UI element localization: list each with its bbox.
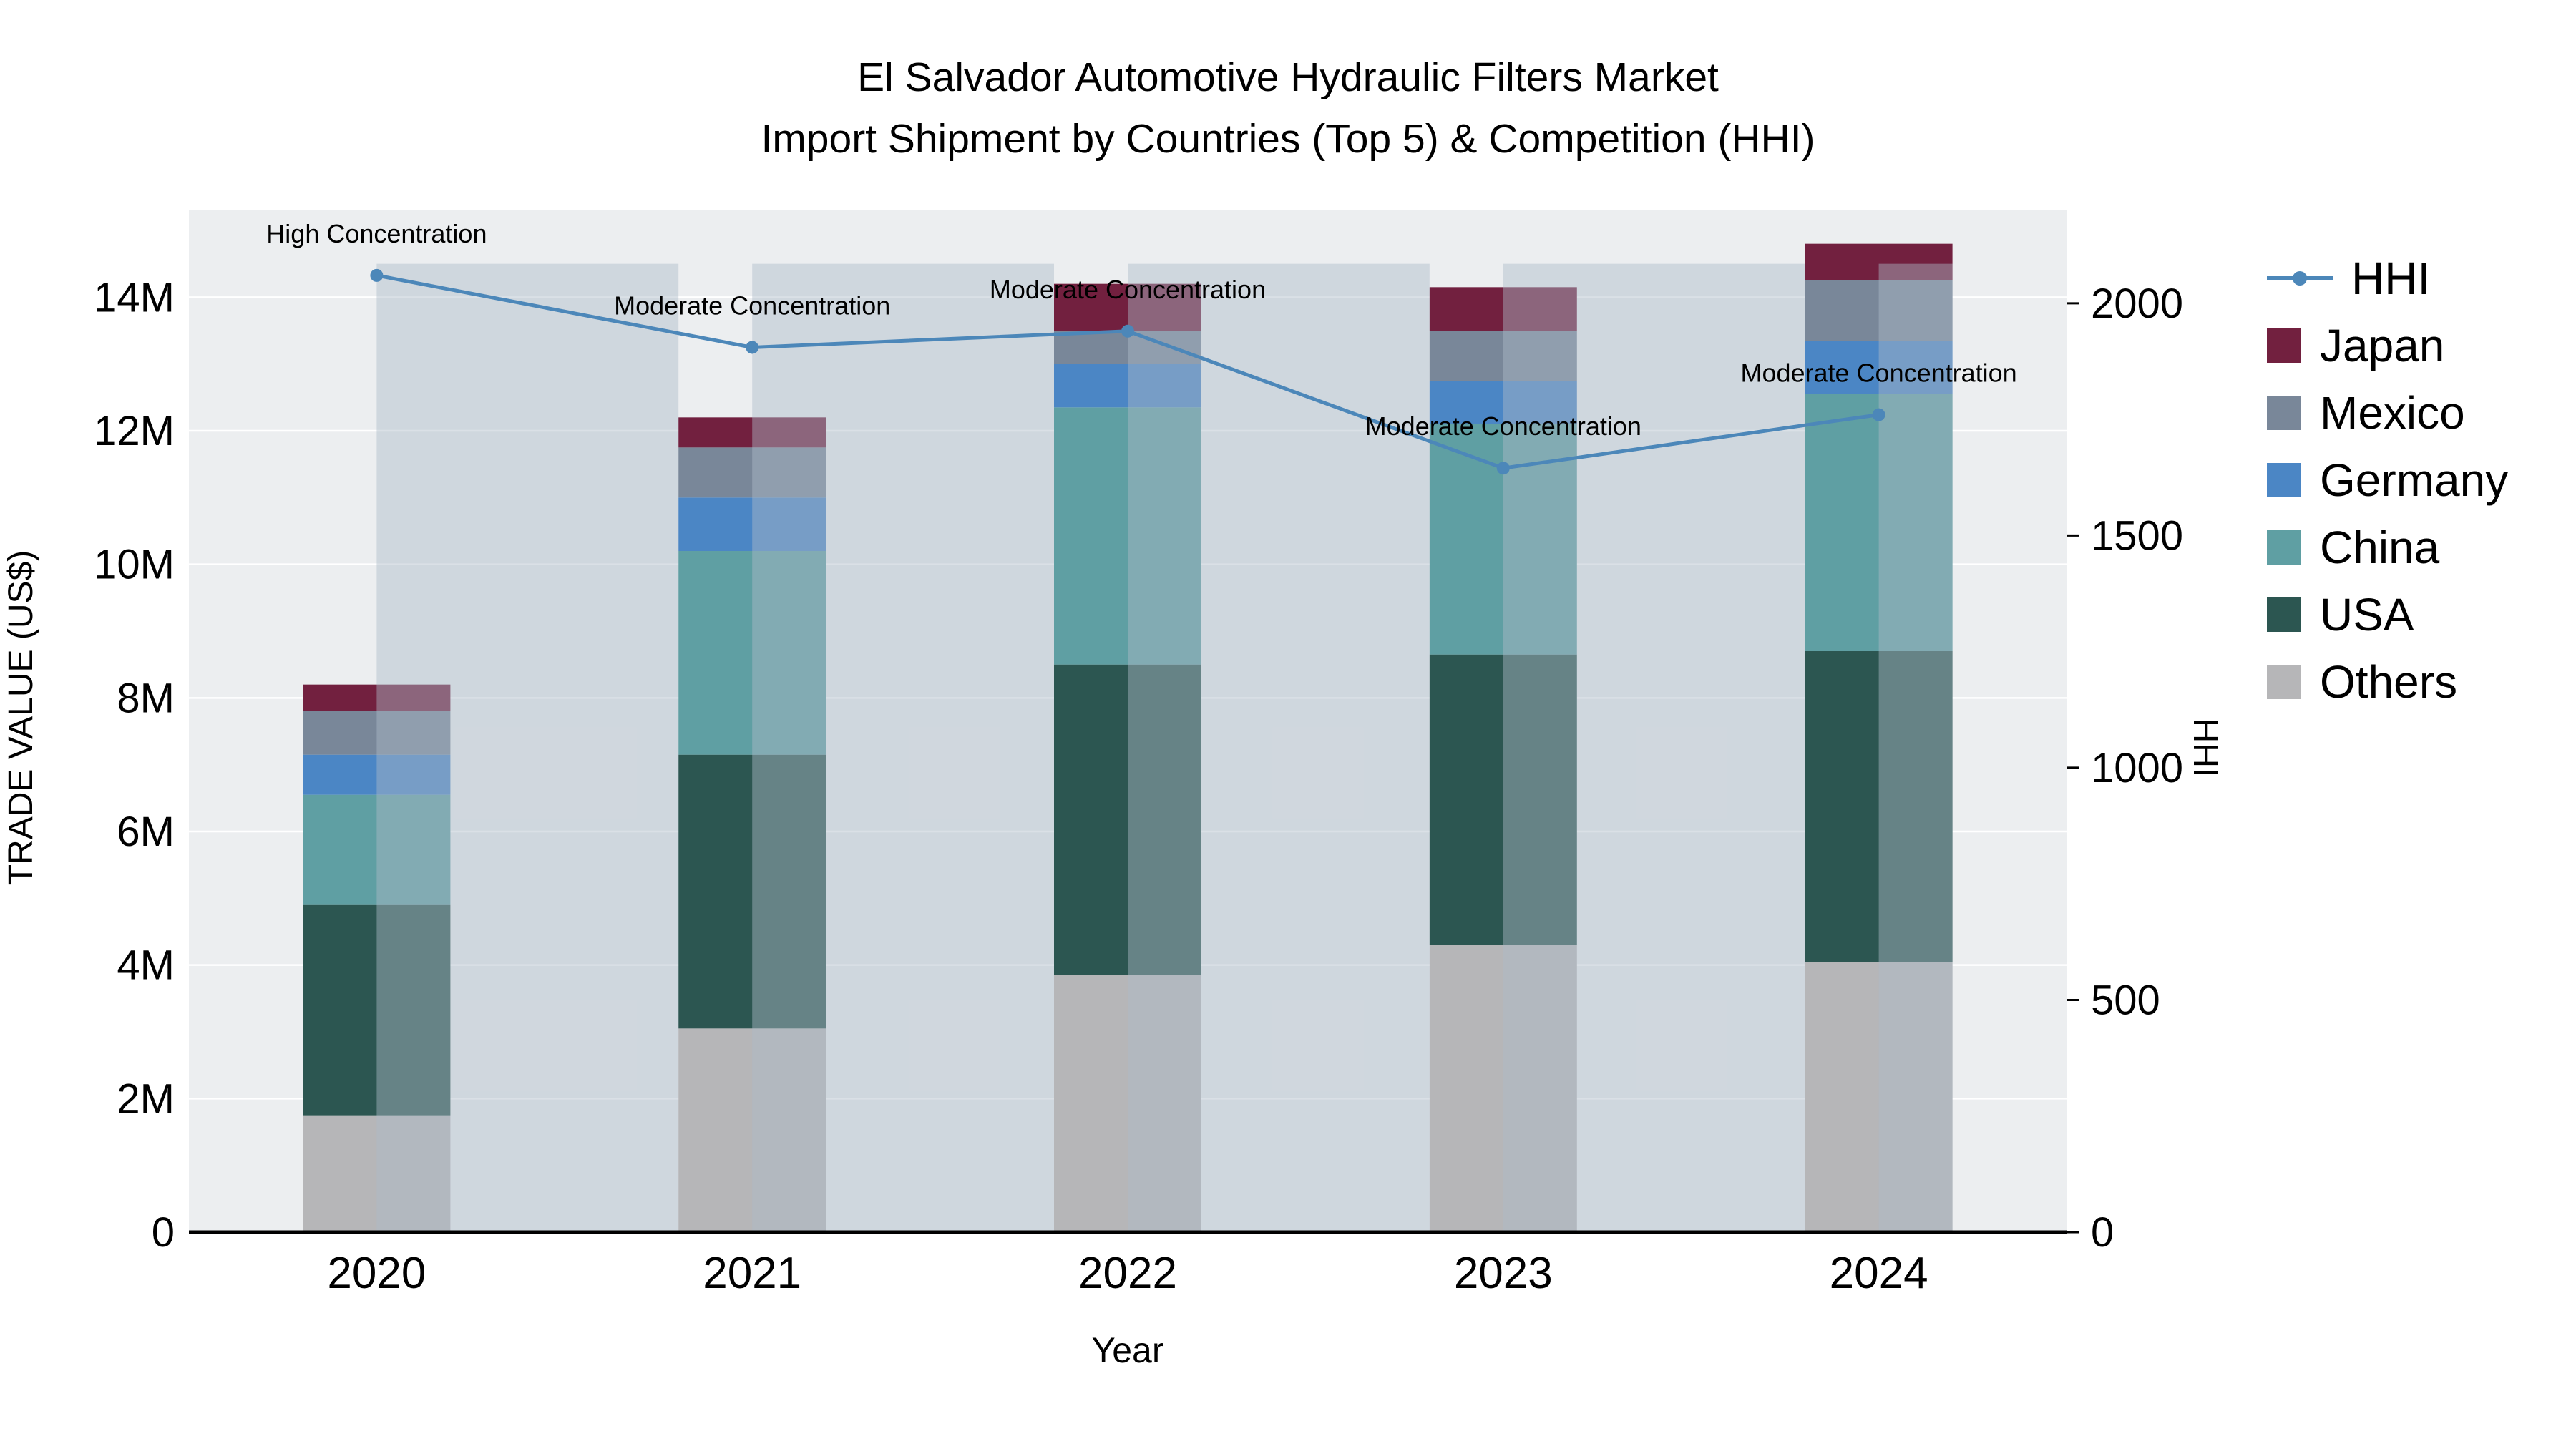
x-axis-tick-label: 2024 xyxy=(1830,1249,1928,1298)
y2-axis-tick-label: 0 xyxy=(2091,1209,2114,1256)
y2-axis-tick-label: 1500 xyxy=(2091,512,2183,559)
bar-segment-usa-2023 xyxy=(1429,654,1577,945)
y-axis-tick-label: 14M xyxy=(94,274,175,321)
bar-segment-mexico-2021 xyxy=(678,447,826,498)
background-band xyxy=(752,263,1054,1233)
legend-item-usa[interactable]: USA xyxy=(2267,588,2508,641)
y2-axis-tick-label: 500 xyxy=(2091,977,2160,1023)
bar-segment-germany-2023 xyxy=(1429,381,1577,424)
bar-segment-mexico-2023 xyxy=(1429,331,1577,381)
bar-segment-others-2024 xyxy=(1805,962,1953,1232)
legend-item-label: Japan xyxy=(2320,320,2445,371)
x-axis-title: Year xyxy=(1091,1330,1164,1370)
y-axis-tick-label: 2M xyxy=(117,1075,175,1122)
bar-segment-germany-2024 xyxy=(1805,341,1953,394)
bar-segment-mexico-2024 xyxy=(1805,280,1953,341)
background-band xyxy=(376,263,679,1233)
bar-segment-usa-2020 xyxy=(303,904,451,1116)
y-axis-tick-label: 4M xyxy=(117,942,175,989)
legend-item-others[interactable]: Others xyxy=(2267,655,2508,708)
y-axis-tick-label: 8M xyxy=(117,675,175,721)
bar-segment-usa-2024 xyxy=(1805,651,1953,962)
bar-segment-germany-2021 xyxy=(678,497,826,551)
usa-swatch-icon xyxy=(2267,597,2301,632)
legend-item-china[interactable]: China xyxy=(2267,521,2508,574)
bar-segment-others-2022 xyxy=(1054,975,1201,1232)
annotation: Moderate Concentration xyxy=(1740,358,2016,388)
bar-segment-mexico-2020 xyxy=(303,711,451,755)
legend-item-mexico[interactable]: Mexico xyxy=(2267,386,2508,439)
legend-item-japan[interactable]: Japan xyxy=(2267,319,2508,372)
bar-segment-japan-2024 xyxy=(1805,243,1953,280)
bar-segment-others-2021 xyxy=(678,1028,826,1232)
x-axis-tick-label: 2023 xyxy=(1454,1249,1553,1298)
germany-swatch-icon xyxy=(2267,463,2301,497)
hhi-marker-2021 xyxy=(746,341,759,354)
hhi-marker-2024 xyxy=(1872,408,1885,421)
bar-segment-japan-2022 xyxy=(1054,283,1201,331)
y-axis-tick-label: 10M xyxy=(94,542,175,588)
hhi-marker-2023 xyxy=(1496,462,1510,475)
background-band xyxy=(1503,263,1805,1233)
bar-segment-germany-2020 xyxy=(303,754,451,795)
bar-segment-usa-2021 xyxy=(678,754,826,1029)
chart-title-line2: Import Shipment by Countries (Top 5) & C… xyxy=(761,115,1815,162)
hhi-marker-2022 xyxy=(1121,324,1134,338)
background-band xyxy=(1878,263,1953,1233)
background-band xyxy=(1128,263,1430,1233)
mexico-swatch-icon xyxy=(2267,396,2301,430)
chart-title: El Salvador Automotive Hydraulic Filters… xyxy=(0,47,2576,170)
y-axis-tick-label: 6M xyxy=(117,809,175,855)
japan-swatch-icon xyxy=(2267,328,2301,363)
hhi-marker-2020 xyxy=(370,268,384,282)
y-axis-tick-label: 0 xyxy=(152,1209,175,1256)
bar-segment-others-2023 xyxy=(1429,945,1577,1232)
annotation: Moderate Concentration xyxy=(614,291,890,320)
y-axis-title: TRADE VALUE (US$) xyxy=(2,550,40,886)
bar-segment-japan-2023 xyxy=(1429,287,1577,331)
legend-item-label: China xyxy=(2320,522,2440,573)
legend-item-label: USA xyxy=(2320,589,2414,640)
legend-item-germany[interactable]: Germany xyxy=(2267,454,2508,507)
bar-segment-usa-2022 xyxy=(1054,664,1201,975)
legend-item-label: Germany xyxy=(2320,454,2509,506)
annotation: Moderate Concentration xyxy=(990,275,1266,304)
bar-segment-china-2021 xyxy=(678,551,826,755)
bar-segment-china-2024 xyxy=(1805,394,1953,651)
bar-segment-japan-2020 xyxy=(303,684,451,711)
y2-axis-tick-label: 2000 xyxy=(2091,280,2183,327)
china-swatch-icon xyxy=(2267,530,2301,565)
legend-item-hhi[interactable]: HHI xyxy=(2267,252,2508,305)
x-axis-tick-label: 2021 xyxy=(703,1249,801,1298)
annotation: High Concentration xyxy=(266,219,487,248)
legend-item-label: Mexico xyxy=(2320,387,2465,439)
legend-item-label: Others xyxy=(2320,656,2458,708)
others-swatch-icon xyxy=(2267,665,2301,699)
chart-title-line1: El Salvador Automotive Hydraulic Filters… xyxy=(857,54,1719,100)
y2-axis-tick-label: 1000 xyxy=(2091,745,2183,791)
x-axis-tick-label: 2022 xyxy=(1078,1249,1177,1298)
bar-segment-japan-2021 xyxy=(678,417,826,448)
bar-segment-others-2020 xyxy=(303,1115,451,1232)
bar-segment-china-2022 xyxy=(1054,407,1201,665)
bar-segment-germany-2022 xyxy=(1054,364,1201,408)
hhi-line-icon xyxy=(2267,261,2333,296)
bar-segment-china-2020 xyxy=(303,794,451,905)
legend: HHI Japan Mexico Germany China USA Others xyxy=(2267,252,2508,708)
annotation: Moderate Concentration xyxy=(1365,411,1641,441)
y2-axis-title: HHI xyxy=(2186,718,2224,778)
y-axis-tick-label: 12M xyxy=(94,408,175,454)
x-axis-tick-label: 2020 xyxy=(327,1249,426,1298)
legend-item-label: HHI xyxy=(2351,253,2431,304)
